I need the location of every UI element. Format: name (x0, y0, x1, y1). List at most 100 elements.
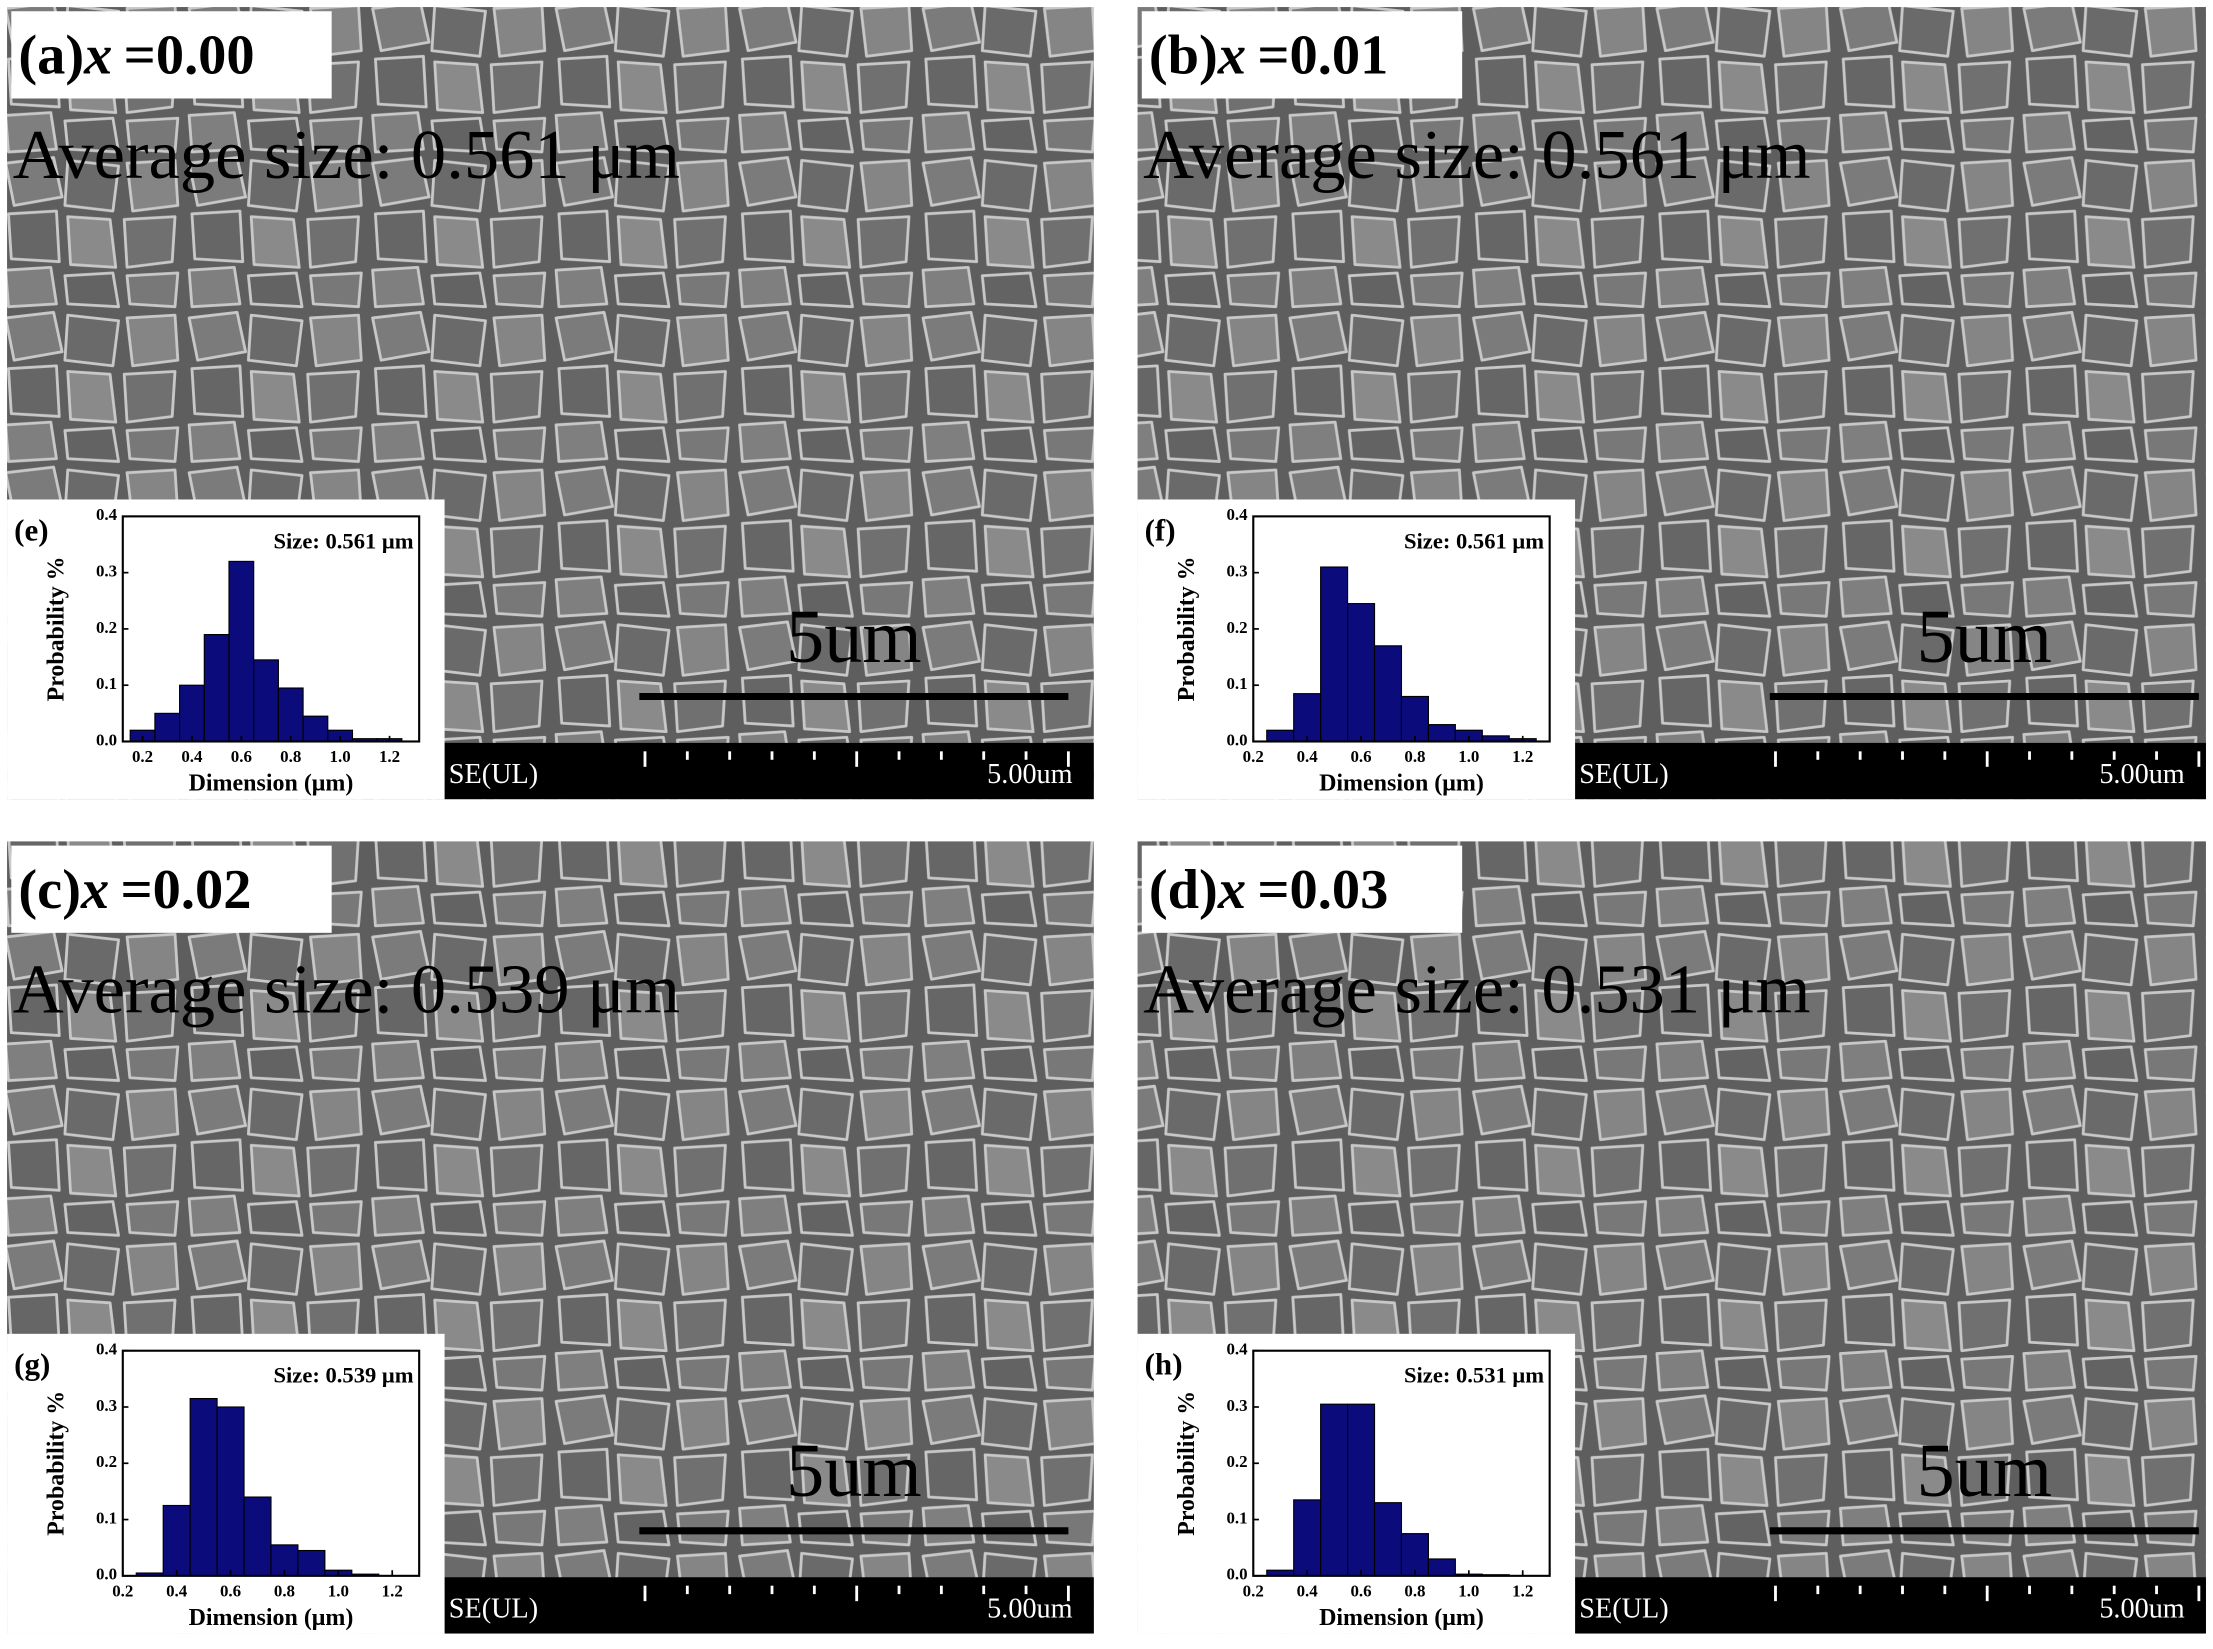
x-tick-label: 1.2 (1512, 1582, 1533, 1601)
average-size: Average size: 0.531 μm (1143, 950, 1810, 1028)
bar (297, 1549, 326, 1577)
bar (1400, 1533, 1429, 1577)
bar (162, 1504, 191, 1577)
panel-label: (c)x =0.02 (18, 859, 251, 921)
scale-bar-label: 5um (1917, 595, 2052, 679)
panel-tag: (c) (18, 859, 81, 921)
annotation: Size: 0.531 μm (1404, 1363, 1544, 1388)
annotation: Size: 0.539 μm (273, 1363, 413, 1388)
panel-label: (b)x =0.01 (1149, 24, 1388, 86)
x-axis-label: Dimension (μm) (189, 771, 354, 797)
bar (179, 684, 205, 743)
x-tick-label: 0.6 (231, 747, 252, 766)
bar (1320, 1403, 1349, 1577)
scale-bar-label: 5um (786, 1429, 921, 1513)
x-tick-label: 0.8 (1404, 1582, 1425, 1601)
y-tick-label: 0.4 (1226, 505, 1248, 524)
x-axis-label: Dimension (μm) (1319, 1605, 1484, 1631)
scale-label: 5.00um (2099, 759, 2185, 790)
panel-value: =0.00 (124, 24, 255, 86)
detector-label: SE(UL) (449, 1594, 538, 1625)
bar (253, 659, 279, 743)
bar (1373, 1502, 1403, 1577)
scale-bar-label: 5um (786, 595, 921, 679)
y-axis-label: Probability % (43, 1391, 69, 1536)
x-tick-label: 0.2 (1243, 1582, 1264, 1601)
bar (1266, 729, 1295, 743)
bar (1347, 1403, 1376, 1577)
scale-label: 5.00um (2099, 1594, 2185, 1625)
y-tick-label: 0.2 (96, 1452, 117, 1471)
x-tick-label: 0.2 (112, 1582, 133, 1601)
x-tick-label: 0.2 (132, 747, 153, 766)
label-box (1141, 845, 1463, 933)
detector-label: SE(UL) (1579, 1594, 1668, 1625)
average-size: Average size: 0.561 μm (1143, 116, 1810, 194)
y-tick-label: 0.3 (1226, 1396, 1247, 1415)
panel-value: =0.02 (121, 859, 252, 921)
average-size: Average size: 0.561 μm (13, 116, 680, 194)
x-axis-label: Dimension (μm) (189, 1605, 354, 1631)
label-box (11, 11, 332, 99)
x-tick-label: 1.2 (379, 747, 400, 766)
x-tick-label: 0.8 (274, 1582, 295, 1601)
x-tick-label: 0.4 (181, 747, 203, 766)
x-tick-label: 1.2 (382, 1582, 403, 1601)
panel-value: =0.03 (1257, 859, 1388, 921)
inset-label: (f) (1145, 512, 1176, 547)
x-tick-label: 0.6 (1350, 1582, 1371, 1601)
info-bar (1575, 1577, 2206, 1634)
annotation: Size: 0.561 μm (1404, 528, 1544, 553)
detector-label: SE(UL) (449, 759, 538, 790)
bar (1400, 695, 1429, 743)
info-bar (444, 742, 1094, 800)
y-tick-label: 0.2 (1226, 1452, 1247, 1471)
y-tick-label: 0.1 (1226, 674, 1247, 693)
y-axis-label: Probability % (1174, 1391, 1200, 1536)
bar (203, 633, 230, 743)
detector-label: SE(UL) (1579, 759, 1668, 790)
x-tick-label: 1.0 (328, 1582, 349, 1601)
info-bar (1575, 742, 2206, 800)
bar (228, 560, 255, 743)
scale-label: 5.00um (987, 1594, 1073, 1625)
x-axis-label: Dimension (μm) (1319, 771, 1484, 797)
bar (1427, 1558, 1456, 1577)
panel-tag: (d) (1149, 859, 1218, 921)
bar (302, 715, 329, 743)
x-tick-label: 1.0 (1458, 747, 1479, 766)
x-tick-label: 1.2 (1512, 747, 1533, 766)
x-tick-label: 0.4 (1297, 1582, 1319, 1601)
y-tick-label: 0.3 (1226, 562, 1247, 581)
panel-variable: x (83, 24, 112, 86)
y-tick-label: 0.0 (1226, 730, 1247, 749)
panel-label: (a)x =0.00 (18, 24, 254, 86)
bar (1293, 1499, 1322, 1577)
bar (1427, 724, 1456, 743)
y-tick-label: 0.3 (96, 1396, 117, 1415)
bar (1293, 693, 1322, 743)
y-tick-label: 0.3 (96, 562, 117, 581)
y-tick-label: 0.1 (1226, 1508, 1247, 1527)
y-tick-label: 0.2 (96, 618, 117, 637)
inset-label: (g) (14, 1347, 50, 1382)
y-tick-label: 0.0 (96, 730, 117, 749)
x-tick-label: 1.0 (330, 747, 351, 766)
y-tick-label: 0.4 (96, 505, 118, 524)
annotation: Size: 0.561 μm (273, 528, 413, 553)
bar (1373, 645, 1403, 743)
x-tick-label: 0.4 (1297, 747, 1319, 766)
bar (154, 712, 181, 743)
panel-tag: (a) (18, 24, 84, 86)
bar (189, 1397, 218, 1577)
panel-variable: x (1217, 24, 1246, 86)
x-tick-label: 0.4 (166, 1582, 188, 1601)
average-size: Average size: 0.539 μm (13, 950, 680, 1028)
x-tick-label: 0.8 (1404, 747, 1425, 766)
scale-bar-label: 5um (1917, 1429, 2052, 1513)
bar (1320, 566, 1349, 743)
panel-label: (d)x =0.03 (1149, 859, 1388, 921)
y-tick-label: 0.2 (1226, 618, 1247, 637)
